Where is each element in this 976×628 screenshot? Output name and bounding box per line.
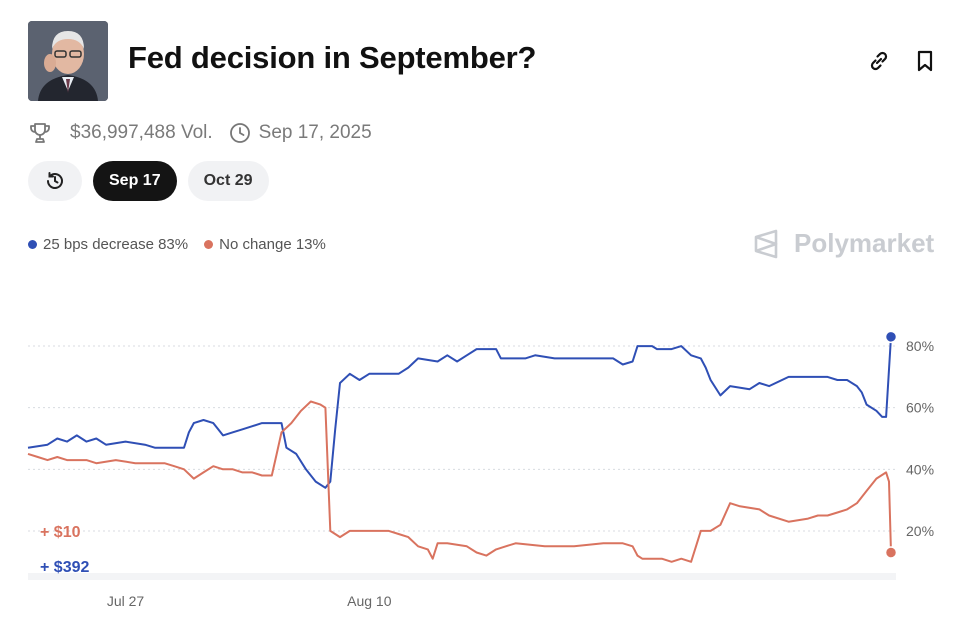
annotation-no-change: + $10 (40, 524, 81, 541)
polymarket-logo-icon (754, 229, 778, 258)
tab-sep-17[interactable]: Sep 17 (93, 161, 177, 201)
end-date-text: Sep 17, 2025 (258, 122, 372, 143)
y-tick-label: 40% (906, 461, 934, 477)
x-tick-label: Jul 27 (107, 593, 145, 609)
volume-text: $36,997,488 Vol. (70, 122, 213, 143)
y-tick-label: 80% (906, 338, 934, 354)
series-line-no-change (27, 400, 892, 563)
chart-legend: 25 bps decrease 83% No change 13% (28, 236, 342, 253)
legend-label: No change 13% (219, 236, 326, 253)
legend-label: 25 bps decrease 83% (43, 236, 189, 253)
tab-history[interactable] (28, 161, 82, 201)
x-tick-label: Aug 10 (347, 593, 392, 609)
series-line-decrease (27, 336, 892, 489)
page-title: Fed decision in September? (128, 40, 537, 75)
legend-item-decrease: 25 bps decrease 83% (28, 236, 188, 253)
annotation-decrease: + $392 (40, 559, 89, 576)
y-tick-label: 60% (906, 400, 934, 416)
clock-icon (229, 123, 250, 143)
endpoint-no-change[interactable] (884, 546, 898, 559)
volume-strip (28, 573, 896, 580)
market-meta: $36,997,488 Vol. Sep 17, 2025 (28, 120, 372, 146)
brand-name: Polymarket (794, 228, 935, 258)
trophy-icon (30, 123, 50, 143)
portrait-image (28, 21, 108, 101)
history-icon (47, 172, 63, 189)
tab-oct-29[interactable]: Oct 29 (187, 161, 269, 201)
link-icon[interactable] (866, 48, 892, 74)
y-tick-label: 20% (906, 523, 934, 539)
probability-chart: 80% 60% 40% 20% Jul 27 Aug 10 + $10 + $392 (27, 330, 934, 609)
legend-item-no-change: No change 13% (204, 236, 326, 253)
date-tabs: Sep 17 Oct 29 (28, 161, 269, 201)
bookmark-icon[interactable] (912, 48, 938, 74)
avatar (28, 21, 108, 101)
brand-watermark: Polymarket (752, 228, 934, 259)
endpoint-decrease[interactable] (884, 330, 898, 344)
